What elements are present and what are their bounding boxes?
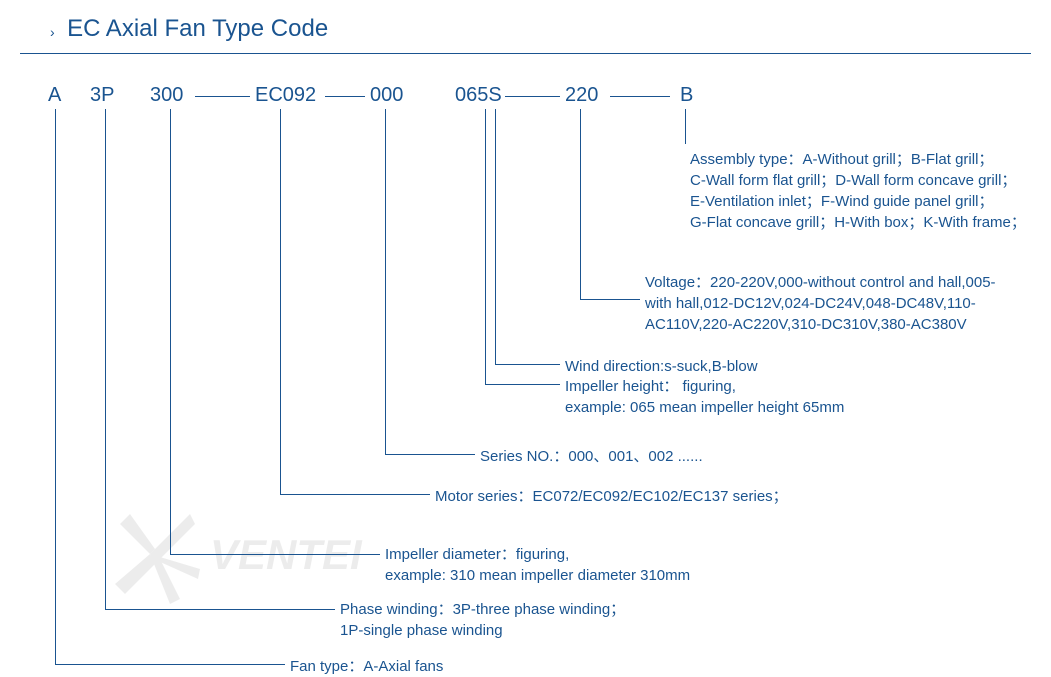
code-part-3p: 3P [90, 84, 114, 107]
connector-line [55, 664, 285, 665]
dash [325, 96, 365, 97]
connector-line [495, 109, 496, 364]
dash [505, 96, 560, 97]
connector-line [105, 109, 106, 609]
desc-fan-type: Fan type：A-Axial fans [290, 656, 443, 677]
connector-line [485, 384, 560, 385]
desc-phase: Phase winding：3P-three phase winding； 1P… [340, 599, 625, 641]
connector-line [55, 109, 56, 664]
connector-line [280, 109, 281, 494]
code-part-000: 000 [370, 84, 403, 107]
connector-line [685, 109, 686, 144]
code-part-b: B [680, 84, 693, 107]
connector-line [485, 109, 486, 384]
desc-series-no: Series NO.：000、001、002 ...... [480, 446, 703, 467]
connector-line [280, 494, 430, 495]
connector-line [580, 109, 581, 299]
connector-line [170, 109, 171, 554]
code-part-220: 220 [565, 84, 598, 107]
connector-line [105, 609, 335, 610]
dash [195, 96, 250, 97]
connector-line [385, 109, 386, 454]
type-code-diagram: VENTEI A 3P 300 EC092 000 065S 220 B Ass… [0, 54, 1051, 634]
desc-impeller-height: Impeller height： figuring, example: 065 … [565, 376, 844, 418]
desc-wind: Wind direction:s-suck,B-blow [565, 356, 758, 377]
header: › EC Axial Fan Type Code [20, 0, 1031, 54]
page-title: EC Axial Fan Type Code [67, 15, 328, 43]
code-part-ec092: EC092 [255, 84, 316, 107]
code-row: A 3P 300 EC092 000 065S 220 B [40, 84, 1000, 114]
desc-assembly: Assembly type：A-Without grill；B-Flat gri… [690, 149, 1030, 233]
code-part-300: 300 [150, 84, 183, 107]
connector-line [170, 554, 380, 555]
code-part-065s: 065S [455, 84, 502, 107]
dash [610, 96, 670, 97]
connector-line [580, 299, 640, 300]
chevron-right-icon: › [50, 24, 55, 40]
desc-voltage: Voltage：220-220V,000-without control and… [645, 272, 1005, 335]
code-part-a: A [48, 84, 61, 107]
desc-motor: Motor series：EC072/EC092/EC102/EC137 ser… [435, 486, 788, 507]
connector-line [385, 454, 475, 455]
desc-impeller-diameter: Impeller diameter：figuring, example: 310… [385, 544, 690, 586]
connector-line [495, 364, 560, 365]
